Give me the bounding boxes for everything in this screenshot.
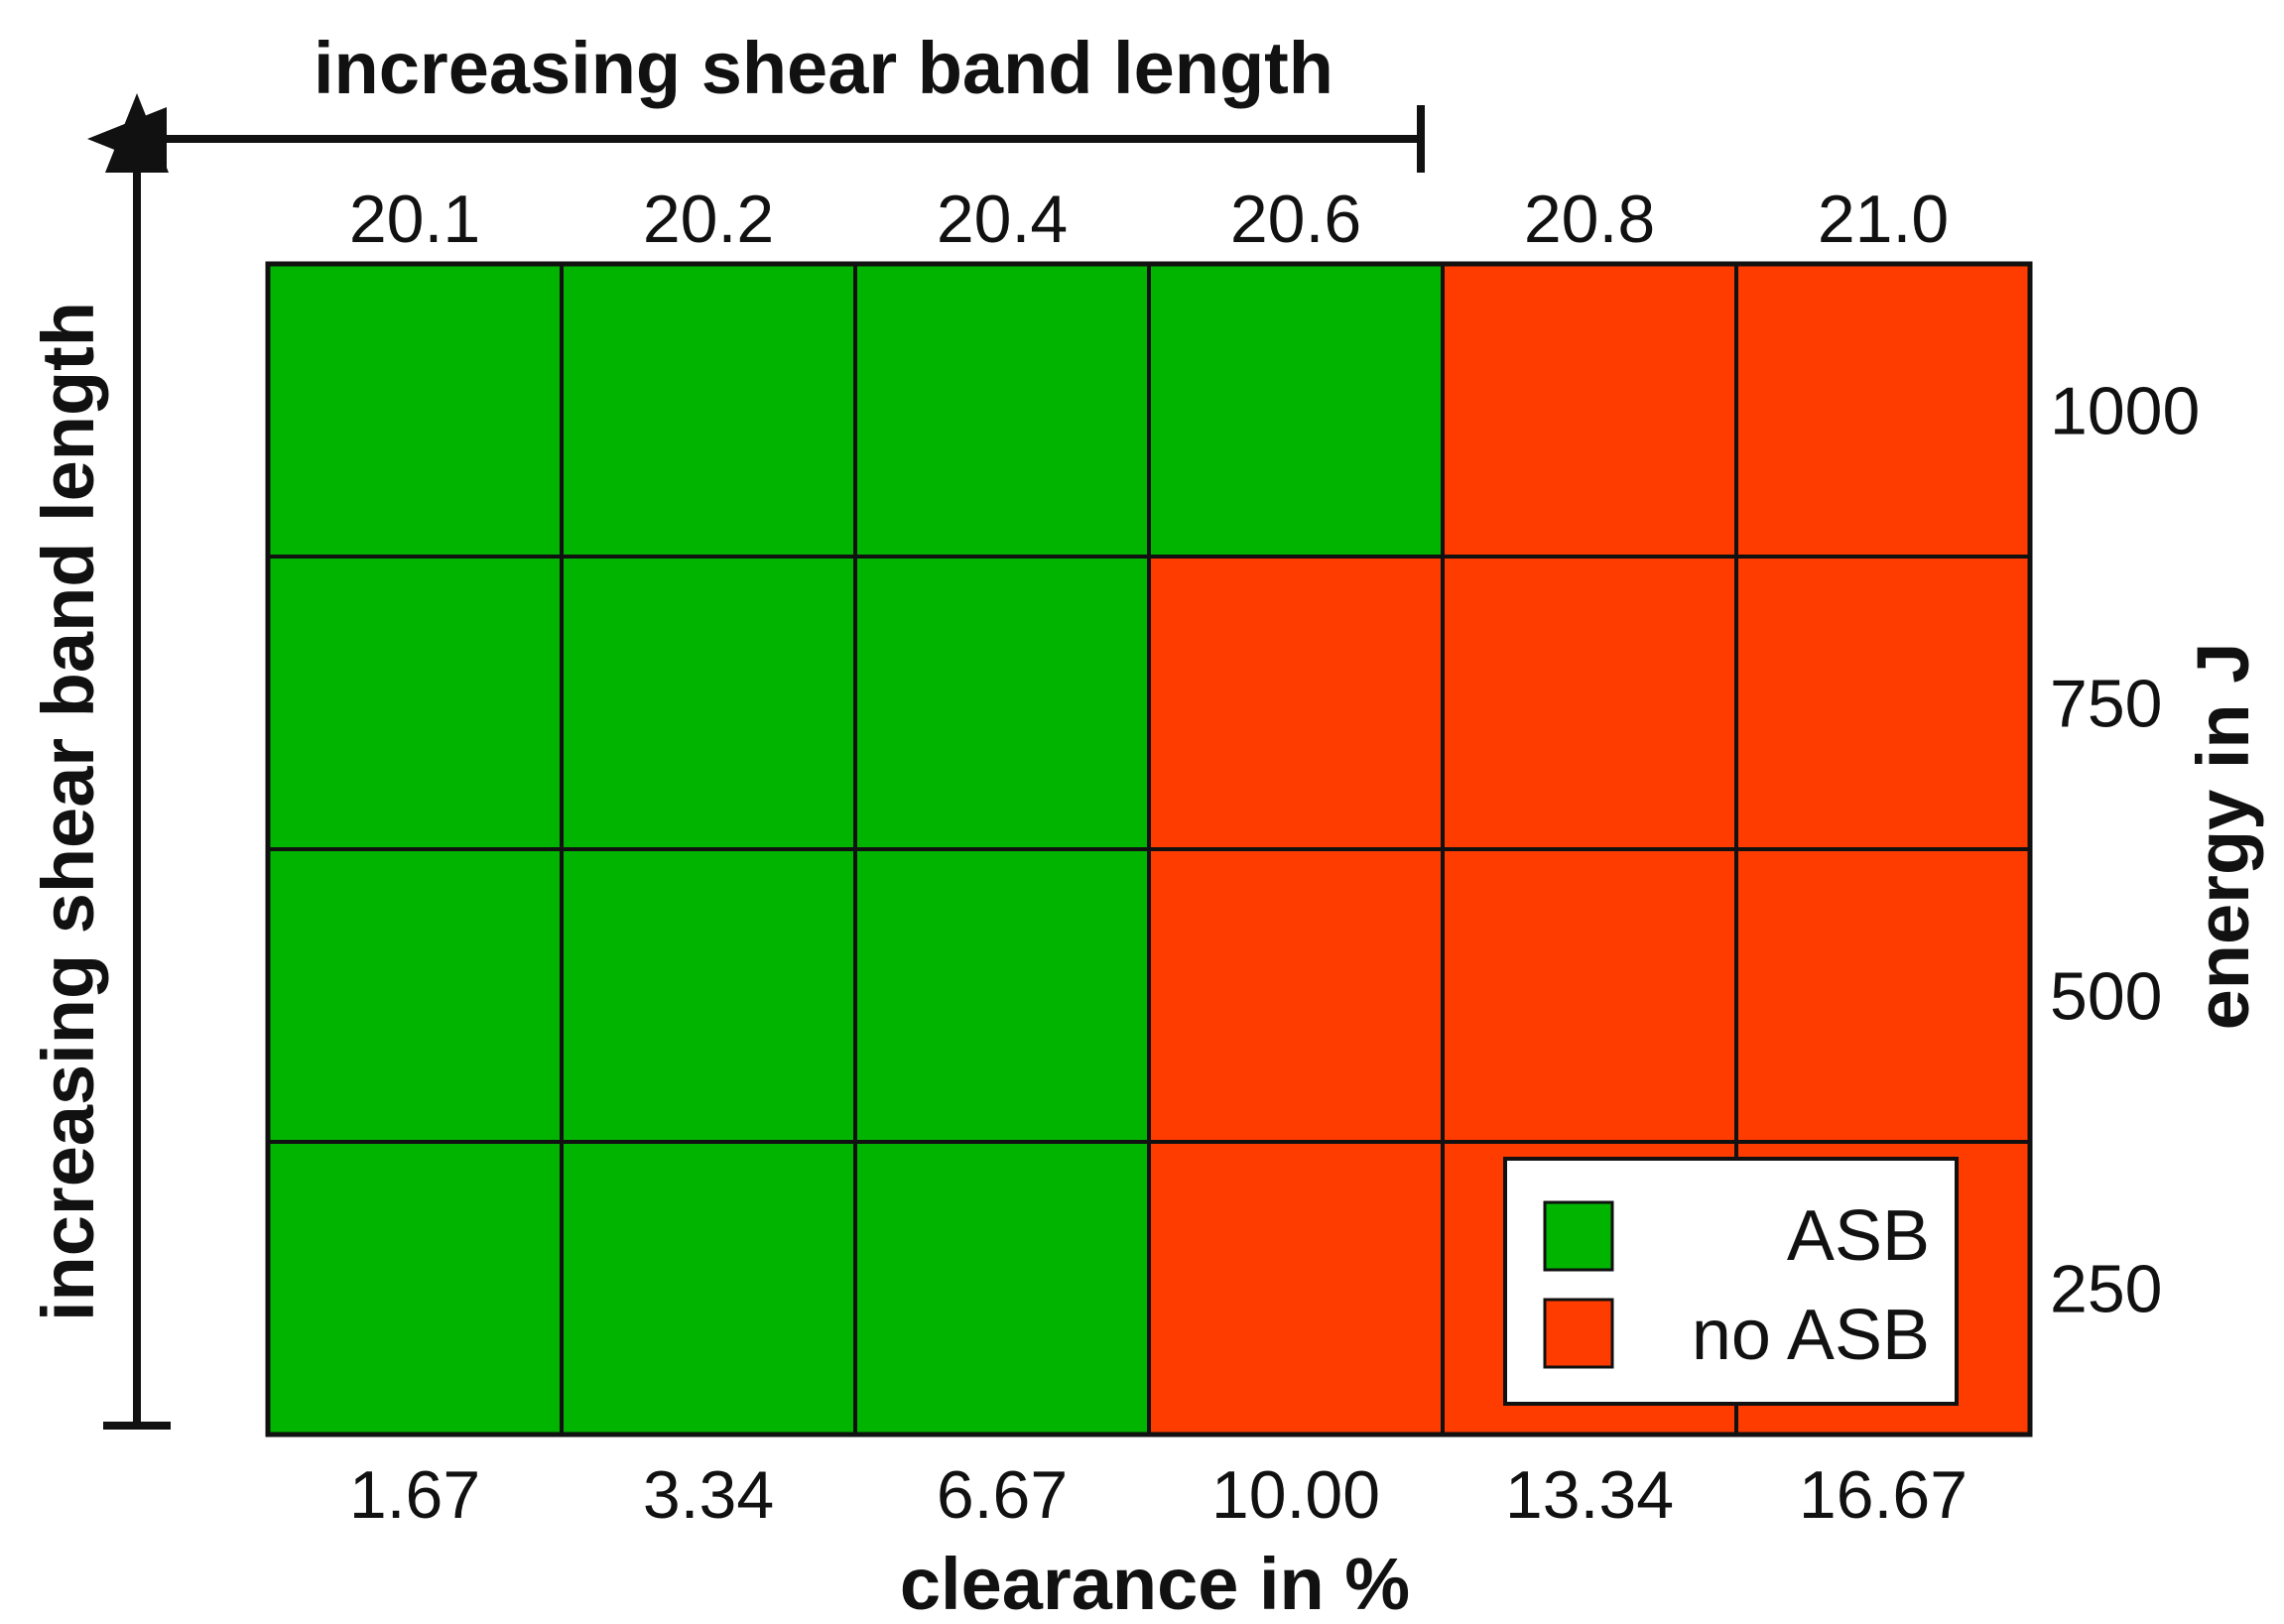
top-tick-label: 20.4 — [937, 182, 1068, 257]
heatmap-cell-r0-c3 — [1147, 262, 1445, 559]
top-tick-label: 20.2 — [643, 182, 774, 257]
bottom-tick-label: 16.67 — [1799, 1457, 1967, 1533]
top-annotation: increasing shear band length — [314, 27, 1333, 109]
heatmap-cell-r3-c0 — [266, 1140, 564, 1437]
legend-label-asb: ASB — [1787, 1196, 1930, 1276]
legend-label-no-asb: no ASB — [1692, 1296, 1930, 1375]
top-tick-label: 20.8 — [1524, 182, 1655, 257]
heatmap-cell-r3-c3 — [1147, 1140, 1445, 1437]
heatmap-cell-r3-c2 — [853, 1140, 1151, 1437]
heatmap-cell-r1-c5 — [1734, 555, 2032, 851]
right-tick-label: 250 — [2050, 1252, 2162, 1327]
top-tick-labels: 20.1 20.2 20.4 20.6 20.8 21.0 — [349, 182, 1949, 257]
legend: ASB no ASB — [1503, 1157, 1959, 1406]
heatmap-cell-r3-c1 — [560, 1140, 857, 1437]
right-tick-label: 1000 — [2050, 374, 2200, 449]
heatmap-cell-r0-c0 — [266, 262, 564, 559]
heatmap-cell-r1-c4 — [1441, 555, 1738, 851]
bottom-tick-label: 1.67 — [349, 1457, 480, 1533]
heatmap-cell-r2-c4 — [1441, 847, 1738, 1144]
heatmap-border — [265, 261, 2033, 1437]
heatmap-cell-r0-c4 — [1441, 262, 1738, 559]
heatmap-cell-r1-c2 — [853, 555, 1151, 851]
heatmap-cell-r2-c1 — [560, 847, 857, 1144]
top-tick-label: 21.0 — [1818, 182, 1949, 257]
heatmap-cell-r1-c3 — [1147, 555, 1445, 851]
bottom-tick-label: 10.00 — [1211, 1457, 1380, 1533]
right-tick-labels: 1000 750 500 250 — [2050, 374, 2200, 1327]
heatmap-cell-r1-c1 — [560, 555, 857, 851]
heatmap-cell-r2-c0 — [266, 847, 564, 1144]
left-annotation: increasing shear band length — [27, 302, 109, 1321]
heatmap-cell-r0-c5 — [1734, 262, 2032, 559]
bottom-tick-labels: 1.67 3.34 6.67 10.00 13.34 16.67 — [349, 1457, 1967, 1533]
legend-swatch-asb — [1543, 1200, 1614, 1272]
top-tick-label: 20.6 — [1230, 182, 1361, 257]
bottom-tick-label: 6.67 — [937, 1457, 1068, 1533]
right-tick-label: 500 — [2050, 959, 2162, 1035]
top-tick-label: 20.1 — [349, 182, 480, 257]
bottom-tick-label: 3.34 — [643, 1457, 774, 1533]
heatmap-cells — [265, 261, 2033, 1437]
heatmap-cell-r1-c0 — [266, 555, 564, 851]
right-tick-label: 750 — [2050, 667, 2162, 742]
bottom-tick-label: 13.34 — [1505, 1457, 1674, 1533]
legend-swatch-no-asb — [1543, 1298, 1614, 1369]
heatmap-cell-r2-c5 — [1734, 847, 2032, 1144]
heatmap-cell-r0-c2 — [853, 262, 1151, 559]
x-axis-title: clearance in % — [900, 1543, 1410, 1624]
heatmap-cell-r0-c1 — [560, 262, 857, 559]
y-axis-title-right: energy in J — [2182, 643, 2264, 1031]
heatmap-cell-r2-c2 — [853, 847, 1151, 1144]
heatmap-cell-r2-c3 — [1147, 847, 1445, 1144]
